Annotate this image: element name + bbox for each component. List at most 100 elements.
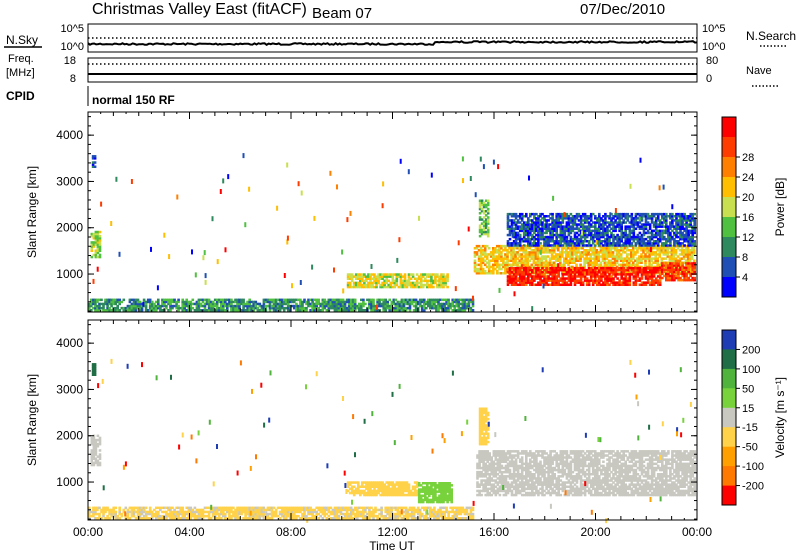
- data-cell: [609, 212, 611, 217]
- data-cell: [168, 254, 170, 259]
- data-cell: [248, 187, 250, 192]
- data-cell: [276, 206, 278, 211]
- nave-tick-top: 80: [706, 55, 718, 67]
- data-cell: [298, 181, 300, 186]
- noise-tick-bottom-right: 10^0: [702, 41, 726, 53]
- data-cell: [540, 250, 542, 255]
- data-cell: [131, 179, 133, 184]
- data-cell: [94, 166, 97, 169]
- data-cell: [94, 155, 97, 158]
- data-cell: [94, 363, 97, 366]
- data-cell: [150, 247, 152, 252]
- data-cell: [564, 267, 567, 270]
- date-label: 07/Dec/2010: [580, 1, 665, 18]
- data-cell: [630, 184, 632, 189]
- data-cell: [291, 283, 293, 288]
- data-cell: [474, 260, 477, 263]
- data-cell: [364, 303, 367, 306]
- colorbar-tick-label: 28: [742, 152, 754, 164]
- noise-tick-top-right: 10^5: [702, 23, 726, 35]
- colorbar-segment: [722, 197, 736, 218]
- data-cell: [350, 211, 352, 216]
- nave-label: Nave: [746, 65, 772, 77]
- data-cell: [497, 164, 499, 169]
- data-cell: [455, 286, 457, 291]
- data-cell: [631, 213, 634, 216]
- data-cell: [693, 213, 696, 216]
- data-region: [347, 273, 449, 288]
- data-cell: [300, 280, 302, 285]
- data-cell: [398, 237, 400, 242]
- data-cell: [142, 302, 144, 307]
- data-cell: [523, 244, 526, 247]
- data-cell: [99, 449, 102, 452]
- data-cell: [404, 273, 407, 276]
- data-cell: [284, 273, 286, 278]
- data-cell: [475, 192, 477, 197]
- data-cell: [176, 195, 178, 200]
- data-cell: [100, 299, 103, 302]
- data-cell: [418, 216, 420, 221]
- data-cell: [525, 213, 528, 216]
- data-cell: [97, 267, 99, 272]
- station-title: Christmas Valley East (fitACF): [92, 1, 307, 18]
- data-cell: [94, 161, 97, 164]
- data-cell: [286, 163, 288, 168]
- cpid-label: CPID: [6, 89, 35, 103]
- data-cell: [93, 279, 95, 284]
- data-cell: [543, 284, 545, 289]
- colorbar-segment: [722, 177, 736, 198]
- data-cell: [552, 196, 554, 201]
- data-cell: [204, 250, 206, 255]
- y-tick-label: 2000: [56, 221, 83, 235]
- data-cell: [408, 169, 410, 174]
- freq-tick-bottom: 8: [70, 73, 76, 85]
- data-cell: [447, 299, 450, 302]
- data-cell: [336, 184, 338, 189]
- data-cell: [217, 259, 219, 264]
- colorbar-segment: [722, 157, 736, 178]
- colorbar-tick-label: 4: [742, 272, 748, 284]
- noise-sky-line: [88, 41, 697, 45]
- colorbar-tick-label: 12: [742, 232, 754, 244]
- y-axis-label: Slant Range [km]: [25, 166, 39, 258]
- data-cell: [212, 216, 214, 221]
- data-cell: [499, 288, 501, 293]
- data-cell: [346, 217, 348, 222]
- data-cell: [462, 178, 464, 183]
- nave-tick-bottom: 0: [706, 73, 712, 85]
- colorbar-segment: [722, 217, 736, 238]
- data-cell: [431, 173, 433, 178]
- colorbar-segment: [722, 117, 736, 138]
- freq-label: Freq.: [8, 53, 34, 65]
- data-cell: [615, 208, 617, 213]
- freq-unit-label: [MHz]: [6, 67, 35, 79]
- data-cell: [681, 262, 684, 265]
- data-cell: [99, 437, 102, 440]
- data-cell: [157, 285, 159, 290]
- data-cell: [99, 235, 102, 238]
- data-cell: [458, 240, 460, 245]
- data-cell: [110, 221, 112, 226]
- colorbar-segment: [722, 237, 736, 258]
- freq-tick-top: 18: [64, 55, 76, 67]
- data-cell: [650, 247, 652, 252]
- data-cell: [596, 240, 598, 245]
- data-cell: [472, 296, 474, 301]
- data-cell: [301, 191, 303, 196]
- data-cell: [242, 299, 245, 302]
- data-cell: [528, 176, 530, 181]
- y-tick-label: 1000: [56, 267, 83, 281]
- data-cell: [468, 227, 470, 232]
- data-cell: [119, 252, 121, 257]
- noise-tick-bottom-left: 10^0: [60, 41, 84, 53]
- data-cell: [400, 159, 402, 164]
- data-cell: [99, 254, 102, 257]
- colorbar-tick-label: 8: [742, 252, 748, 264]
- data-cell: [487, 227, 490, 230]
- data-cell: [342, 288, 344, 293]
